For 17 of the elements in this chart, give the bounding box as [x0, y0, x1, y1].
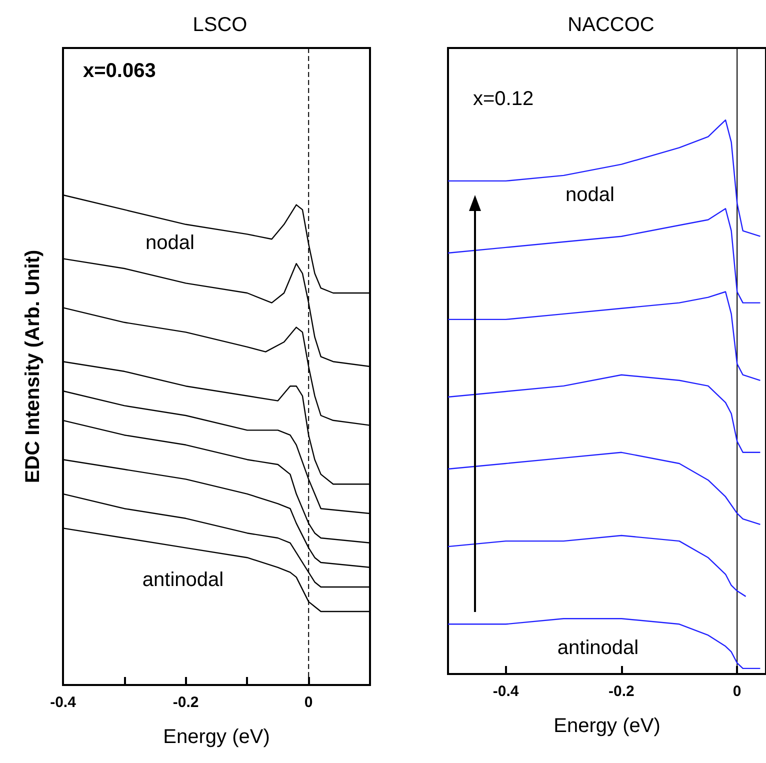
annotation: nodal [566, 184, 614, 206]
x-tick-label: 0 [304, 694, 313, 711]
x-axis-title: Energy (eV) [554, 715, 660, 737]
x-tick-label: 0 [732, 683, 742, 700]
chart-title: NACCOC [568, 14, 654, 36]
x-tick-label: -0.4 [50, 694, 77, 711]
text: x=0.12 [473, 88, 534, 110]
annotation: antinodal [142, 569, 224, 591]
x-tick-label: -0.4 [492, 683, 520, 700]
chart-title: LSCO [192, 14, 248, 36]
text: x=0.063 [83, 60, 156, 82]
annotation: nodal [146, 232, 194, 254]
annotation: antinodal [557, 637, 639, 659]
x-tick-label: -0.2 [172, 694, 199, 711]
y-axis-title: EDC Intensity (Arb. Unit) [22, 250, 44, 484]
x-tick-label: -0.2 [608, 683, 634, 700]
x-axis-title: Energy (eV) [163, 726, 270, 748]
